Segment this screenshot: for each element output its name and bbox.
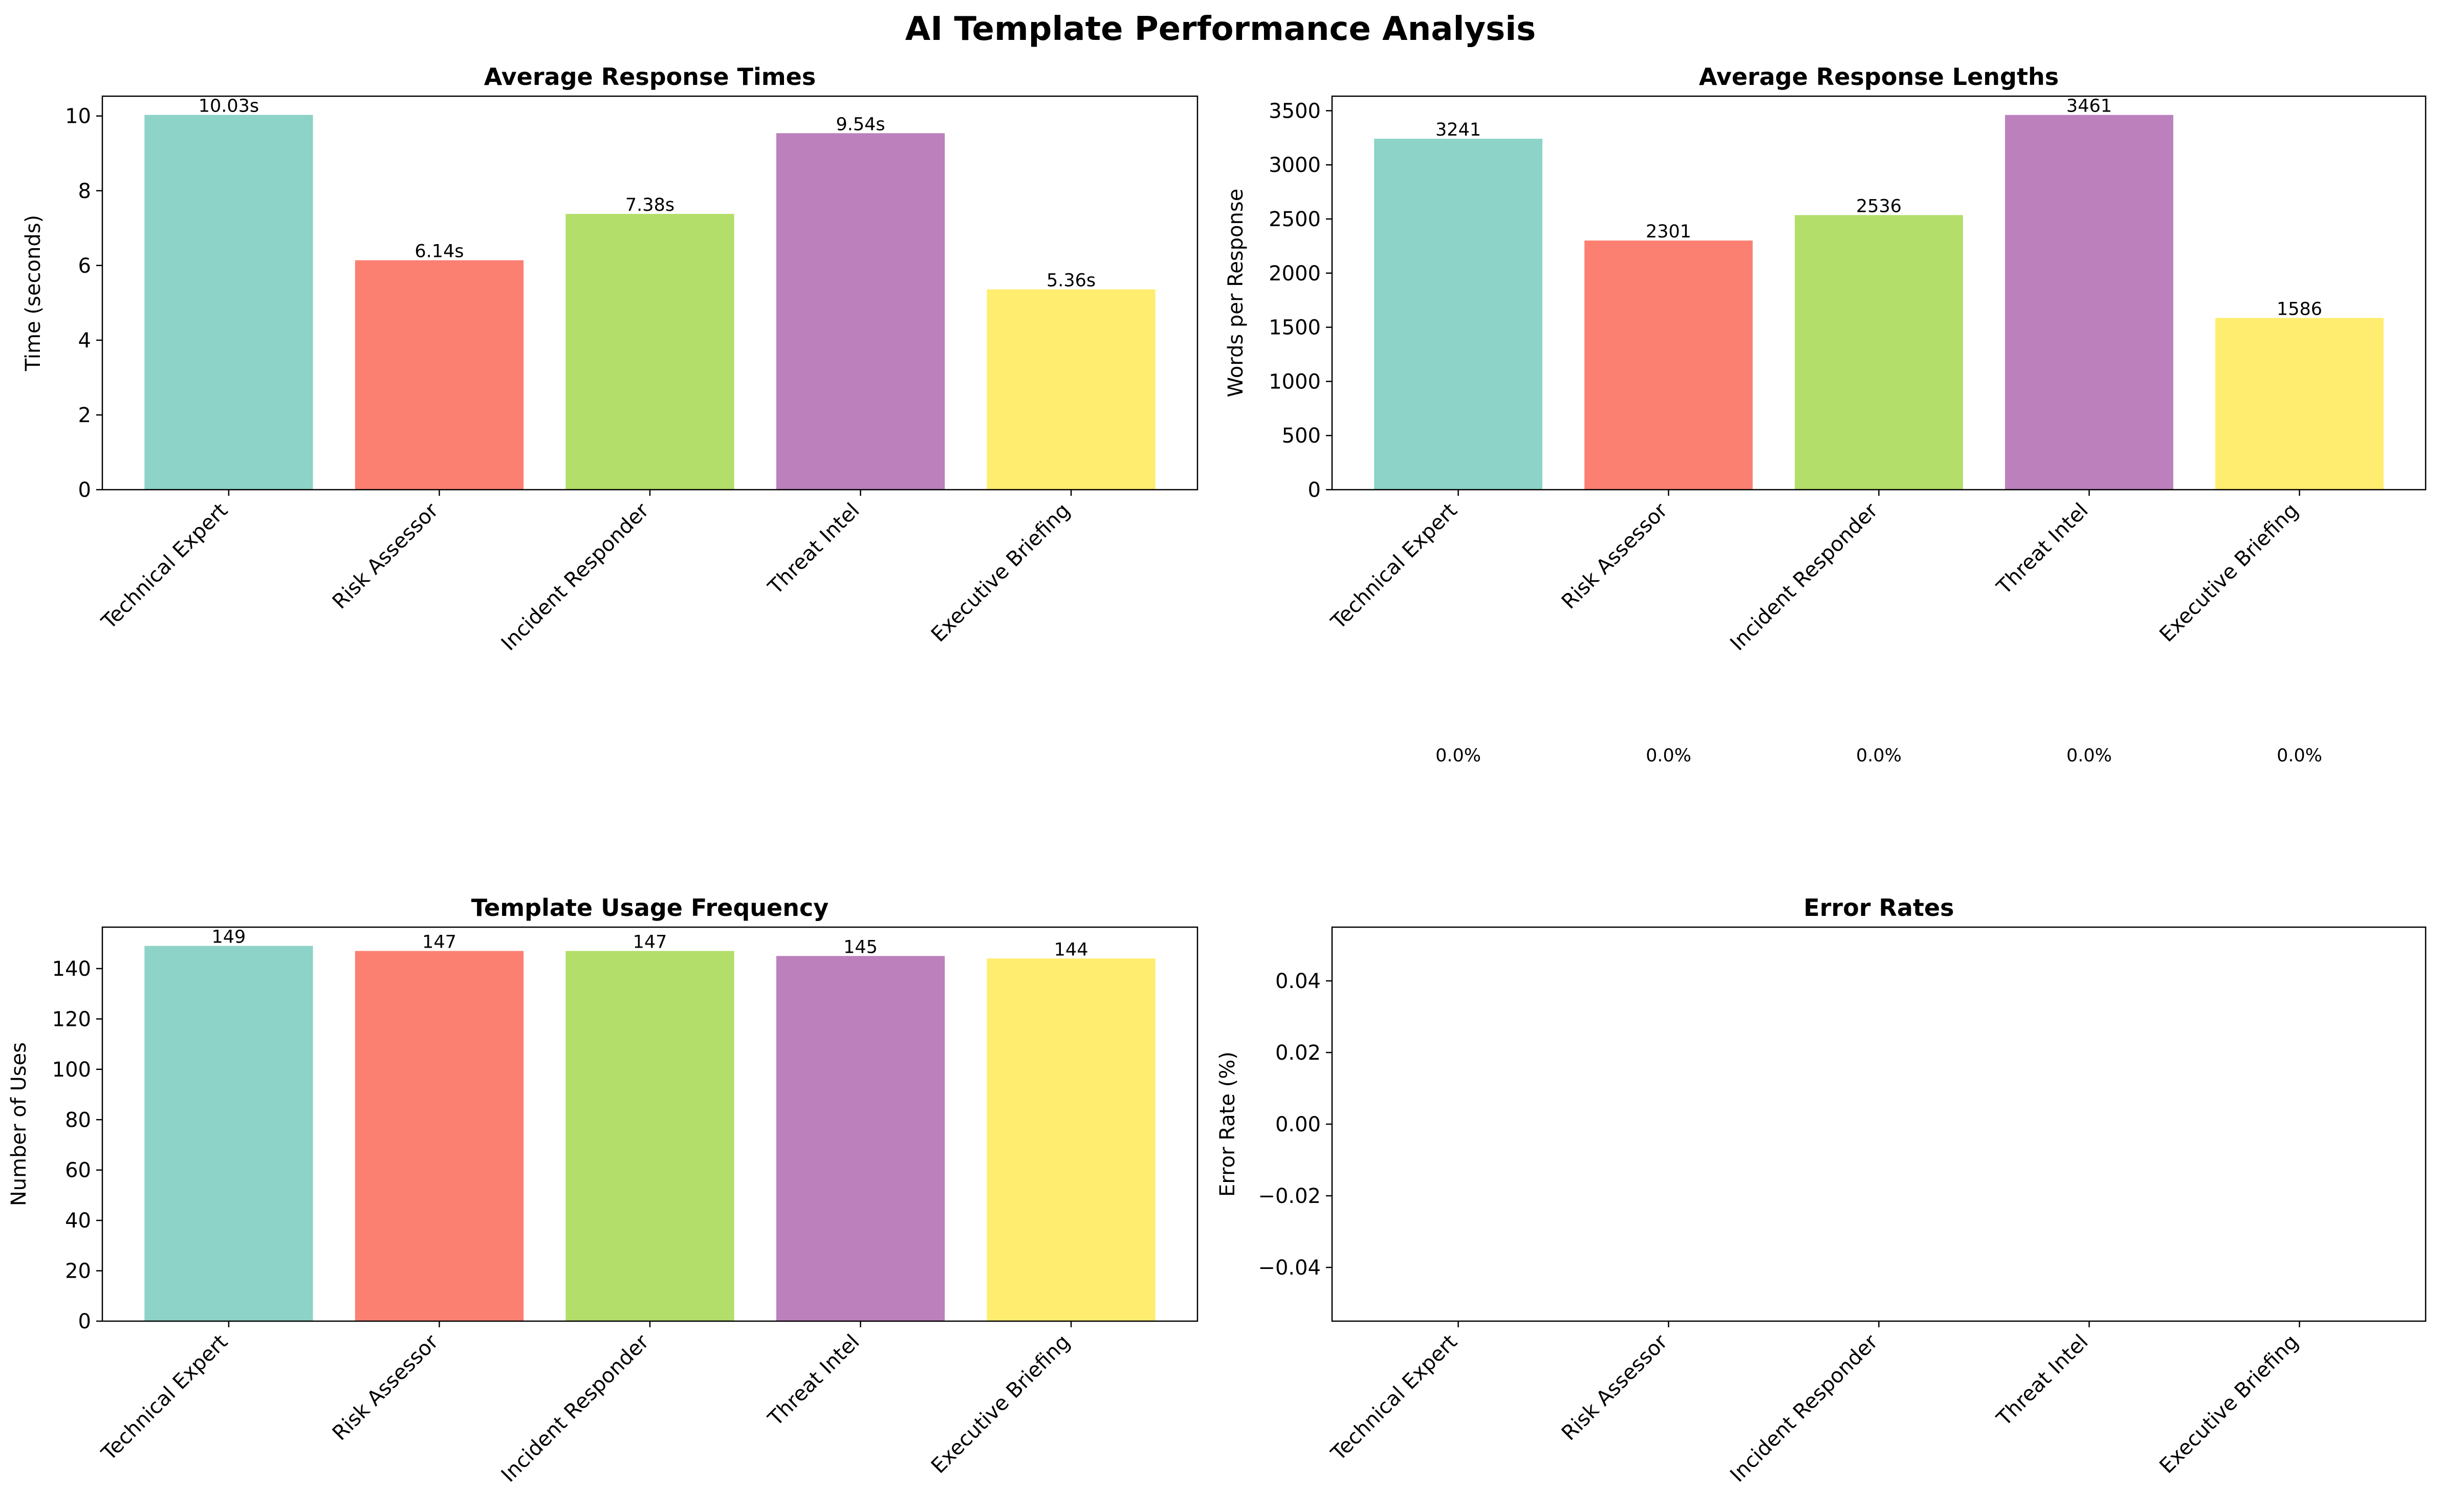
data-label: 10.03s: [199, 96, 259, 117]
y-tick-label: 80: [65, 1108, 91, 1132]
bar-risk-assessor: [1584, 240, 1753, 490]
bar-incident-responder: [565, 951, 734, 1321]
data-label: 144: [1054, 939, 1088, 960]
y-tick-label: 0: [1308, 478, 1321, 502]
y-tick-label: 1000: [1269, 370, 1321, 393]
bar-executive-briefing: [987, 289, 1156, 490]
data-label: 149: [212, 927, 246, 948]
bar-incident-responder: [565, 214, 734, 490]
data-label: 145: [843, 937, 878, 957]
data-label: 147: [633, 932, 667, 953]
y-axis-label: Number of Uses: [7, 1042, 31, 1206]
y-tick-label: 2000: [1269, 262, 1321, 286]
bar-executive-briefing: [987, 958, 1156, 1321]
y-axis-label: Error Rate (%): [1216, 1051, 1239, 1197]
bar-incident-responder: [1795, 215, 1963, 490]
y-tick-label: 10: [65, 105, 91, 128]
y-tick-label: 3500: [1269, 99, 1321, 123]
chart-title: Average Response Lengths: [1699, 63, 2059, 91]
data-label: 3461: [2066, 96, 2112, 117]
data-label: 0.0%: [2277, 746, 2322, 766]
y-tick-label: 6: [78, 254, 91, 278]
chart-title: Error Rates: [1803, 894, 1954, 922]
y-tick-label: 120: [52, 1007, 91, 1031]
bar-technical-expert: [1374, 139, 1542, 490]
y-tick-label: 500: [1282, 424, 1321, 448]
y-tick-label: 100: [52, 1058, 91, 1082]
y-axis-label: Words per Response: [1224, 189, 1248, 398]
bar-risk-assessor: [355, 260, 524, 490]
y-tick-label: 60: [65, 1159, 91, 1182]
data-label: 0.0%: [1435, 746, 1481, 766]
data-label: 0.0%: [2066, 746, 2112, 766]
bar-risk-assessor: [355, 951, 524, 1321]
data-label: 6.14s: [415, 242, 464, 262]
y-axis-label: Time (seconds): [21, 215, 45, 371]
y-tick-label: 1500: [1269, 316, 1321, 340]
y-tick-label: 0: [78, 478, 91, 502]
data-label: 9.54s: [836, 114, 885, 135]
data-label: 0.0%: [1856, 746, 1902, 766]
y-tick-label: 3000: [1269, 154, 1321, 177]
data-label: 1586: [2277, 299, 2322, 319]
chart-title: Average Response Times: [484, 63, 816, 91]
y-tick-label: 0: [78, 1310, 91, 1333]
y-tick-label: 2: [78, 404, 91, 427]
data-label: 147: [422, 932, 456, 953]
y-tick-label: 140: [52, 957, 91, 981]
y-tick-label: 40: [65, 1209, 91, 1233]
bar-technical-expert: [144, 115, 313, 490]
y-tick-label: −0.02: [1258, 1185, 1321, 1208]
y-tick-label: 0.04: [1275, 970, 1321, 993]
y-tick-label: 0.02: [1275, 1041, 1321, 1065]
data-label: 5.36s: [1047, 271, 1096, 291]
bar-executive-briefing: [2215, 318, 2384, 490]
y-tick-label: −0.04: [1258, 1256, 1321, 1280]
figure-title: AI Template Performance Analysis: [905, 10, 1536, 48]
data-label: 3241: [1435, 120, 1481, 140]
data-label: 2536: [1856, 196, 1902, 216]
y-tick-label: 2500: [1269, 208, 1321, 231]
bar-threat-intel: [776, 133, 945, 490]
data-label: 7.38s: [625, 195, 674, 215]
data-label: 0.0%: [1646, 746, 1691, 766]
chart-title: Template Usage Frequency: [471, 894, 829, 922]
data-label: 2301: [1646, 222, 1691, 242]
bar-technical-expert: [144, 946, 313, 1321]
y-tick-label: 4: [78, 329, 91, 353]
y-tick-label: 8: [78, 180, 91, 203]
bar-threat-intel: [776, 956, 945, 1321]
y-tick-label: 20: [65, 1260, 91, 1283]
y-tick-label: 0.00: [1275, 1113, 1321, 1136]
bar-threat-intel: [2005, 115, 2173, 490]
